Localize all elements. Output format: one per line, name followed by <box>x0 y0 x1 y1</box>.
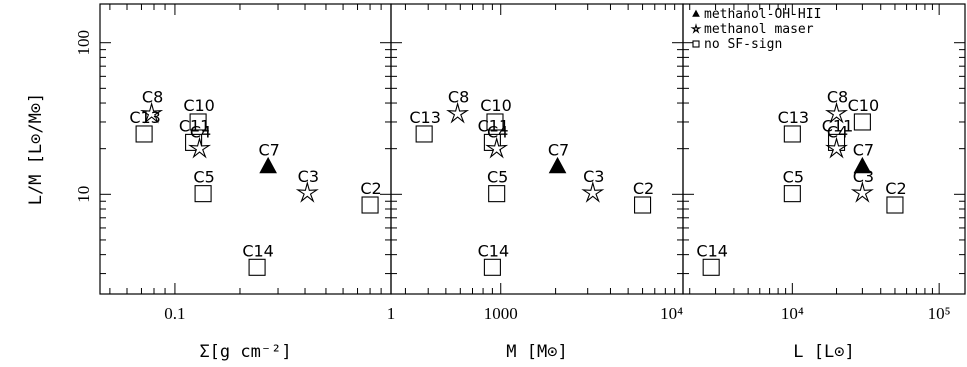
point-label: C14 <box>478 241 510 260</box>
point-label: C11 <box>822 116 854 135</box>
point-star <box>825 101 849 124</box>
point-label: C8 <box>827 88 848 107</box>
x-tick-label: 10⁴ <box>660 304 683 323</box>
point-label: C7 <box>548 141 569 160</box>
point-star <box>850 180 874 203</box>
point-square <box>486 113 504 131</box>
point-star <box>825 136 849 159</box>
point-label: C4 <box>827 123 848 142</box>
point-label: C4 <box>190 123 211 142</box>
legend-marker-square <box>692 40 700 48</box>
point-square <box>483 258 501 276</box>
point-square <box>702 258 720 276</box>
legend-marker-star <box>690 23 702 34</box>
point-star <box>295 180 319 203</box>
point-square <box>135 125 153 143</box>
point-label: C8 <box>448 88 469 107</box>
x-tick-label: 10⁵ <box>928 304 951 323</box>
point-square <box>189 113 207 131</box>
x-tick-label: 1000 <box>484 304 518 323</box>
y-axis-title: L/M [L⊙/M⊙] <box>26 93 46 206</box>
panel-frame <box>390 3 684 295</box>
point-star <box>581 180 605 203</box>
x-axis-title: M [M⊙] <box>506 342 567 362</box>
point-label: C2 <box>360 179 381 198</box>
point-star <box>188 136 212 159</box>
point-label: C5 <box>783 168 804 187</box>
point-label: C5 <box>193 168 214 187</box>
legend-marker-triangle <box>692 9 700 17</box>
point-label: C7 <box>853 141 874 160</box>
y-tick-label: 10 <box>74 186 93 203</box>
point-square <box>783 125 801 143</box>
point-square <box>361 196 379 214</box>
point-label: C10 <box>848 96 880 115</box>
point-square <box>853 113 871 131</box>
legend-entry: no SF-sign <box>704 37 782 52</box>
legend-entry: methanol-OH-HII <box>704 7 821 22</box>
point-label: C2 <box>885 179 906 198</box>
point-star <box>140 101 164 124</box>
point-label: C4 <box>487 123 508 142</box>
point-label: C11 <box>179 116 211 135</box>
point-label: C13 <box>129 108 161 127</box>
point-label: C3 <box>298 167 319 186</box>
point-label: C11 <box>478 116 510 135</box>
point-square <box>634 196 652 214</box>
x-axis-title: Σ[g cm⁻²] <box>199 342 291 362</box>
point-label: C3 <box>583 167 604 186</box>
point-square <box>783 185 801 203</box>
point-label: C13 <box>778 108 810 127</box>
point-triangle <box>853 156 872 174</box>
point-label: C2 <box>633 179 654 198</box>
y-tick-label: 100 <box>74 30 93 56</box>
point-triangle <box>259 156 277 174</box>
legend-entry: methanol maser <box>704 22 814 37</box>
x-tick-label: 1 <box>387 304 396 323</box>
point-label: C14 <box>242 241 274 260</box>
point-star <box>446 101 470 124</box>
x-axis-title: L [L⊙] <box>793 342 854 362</box>
point-label: C14 <box>696 241 728 260</box>
point-label: C13 <box>409 108 441 127</box>
point-label: C3 <box>853 167 874 186</box>
point-square <box>488 185 506 203</box>
point-square <box>886 196 904 214</box>
point-star <box>485 136 509 159</box>
point-triangle <box>548 156 567 174</box>
point-label: C8 <box>142 88 163 107</box>
x-tick-label: 0.1 <box>164 304 185 323</box>
point-label: C10 <box>480 96 512 115</box>
point-label: C5 <box>487 168 508 187</box>
point-square <box>248 258 266 276</box>
x-tick-label: 10⁴ <box>781 304 804 323</box>
point-square <box>415 125 433 143</box>
point-square <box>194 185 212 203</box>
point-label: C7 <box>258 141 279 160</box>
point-label: C10 <box>183 96 215 115</box>
